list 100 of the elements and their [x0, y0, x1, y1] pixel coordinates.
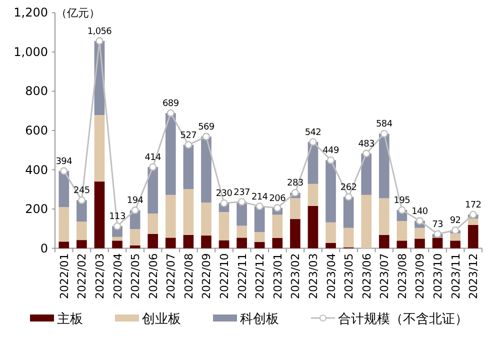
legend: 创业板 [115, 312, 181, 327]
x-tick-label: 2023/03 [306, 253, 320, 300]
x-tick-label: 2023/12 [467, 253, 480, 300]
point [398, 206, 406, 214]
bar [236, 238, 247, 248]
data-label: 172 [464, 200, 482, 211]
bar [468, 218, 478, 225]
point [149, 163, 157, 171]
bar [343, 228, 354, 248]
data-label: 527 [180, 130, 197, 141]
data-label: 230 [216, 189, 233, 200]
x-tick-label: 2022/02 [76, 253, 89, 300]
data-label: 214 [251, 192, 268, 202]
x-tick-label: 2023/07 [378, 253, 392, 300]
bar [254, 206, 265, 232]
bar [58, 170, 70, 208]
point [202, 132, 210, 140]
bar [326, 160, 336, 222]
data-label: 483 [358, 139, 374, 150]
data-label: 237 [234, 188, 250, 198]
data-label: 414 [144, 153, 162, 164]
x-tick-label: 2022/01 [58, 253, 71, 300]
data-label: 195 [394, 196, 410, 206]
point [220, 199, 228, 207]
y-tick-label: 800 [25, 84, 48, 98]
x-tick-label: 2022/07 [164, 253, 178, 300]
x-tick-label: 2022/06 [146, 253, 160, 300]
x-tick-label: 2022/11 [236, 253, 249, 300]
bar [165, 194, 176, 238]
bar [450, 233, 460, 241]
bar [414, 228, 425, 239]
x-tick-label: 2023/01 [271, 253, 284, 300]
x-tick-label: 2022/08 [182, 253, 196, 300]
bar [148, 234, 158, 248]
x-tick-label: 2023/11 [449, 253, 462, 300]
data-label: 262 [340, 182, 357, 193]
y-tick-label: 0 [40, 241, 48, 256]
legend-label: 合计规模（不含北证） [338, 312, 468, 327]
bar [378, 134, 390, 198]
x-tick-label: 2022/10 [218, 253, 232, 300]
y-tick-label: 200 [25, 202, 48, 216]
bar [201, 236, 212, 248]
legend: 合计规模（不含北证） [311, 312, 468, 327]
x-tick-label: 2022/09 [200, 253, 214, 300]
bar [308, 206, 318, 248]
point [362, 150, 370, 158]
point [469, 210, 477, 218]
y-tick-label: 400 [25, 162, 48, 177]
bar [272, 214, 283, 238]
bar [361, 194, 372, 248]
bar [450, 240, 460, 248]
bar [326, 243, 336, 248]
bar [148, 214, 158, 234]
data-label: 92 [450, 216, 461, 226]
bar [183, 144, 194, 190]
x-tick-label: 2022/04 [111, 253, 124, 300]
point [238, 198, 246, 206]
bar [290, 198, 300, 220]
bar [76, 240, 87, 248]
bar [112, 236, 122, 241]
bar [236, 226, 247, 238]
legend: 主板 [30, 312, 83, 327]
point [78, 196, 86, 204]
x-tick-label: 2023/08 [396, 253, 409, 300]
bar [414, 238, 425, 248]
point [344, 193, 352, 201]
bar [165, 113, 176, 195]
x-tick-label: 2023/02 [289, 253, 302, 300]
data-label: 194 [126, 196, 144, 206]
bar [361, 153, 372, 195]
bar [183, 234, 194, 248]
data-label: 449 [322, 146, 340, 156]
point [131, 206, 139, 214]
x-tick-label: 2022/05 [129, 253, 142, 300]
point [166, 109, 174, 117]
data-label: 245 [74, 186, 90, 196]
bar [218, 212, 230, 240]
y-axis-title: （亿元） [56, 6, 100, 20]
bar [94, 182, 105, 248]
point [184, 141, 192, 149]
point [452, 226, 460, 234]
bar [130, 245, 140, 248]
bar [254, 232, 265, 242]
bar [76, 200, 87, 222]
bar [165, 238, 176, 248]
y-tick-label: 1,200 [14, 6, 48, 20]
legend: 科创板 [213, 312, 279, 327]
data-label: 394 [56, 156, 73, 167]
data-label: 73 [432, 220, 443, 230]
point [326, 156, 335, 164]
x-tick-label: 2022/03 [93, 253, 106, 300]
data-label: 206 [269, 194, 286, 204]
bar [183, 189, 194, 235]
bar [432, 238, 443, 248]
bar [94, 114, 105, 182]
x-tick-label: 2022/12 [254, 253, 267, 300]
x-tick-label: 2023/04 [324, 253, 338, 300]
y-tick-label: 600 [25, 124, 48, 138]
legend-label: 创业板 [142, 312, 181, 327]
data-label: 542 [304, 128, 322, 138]
